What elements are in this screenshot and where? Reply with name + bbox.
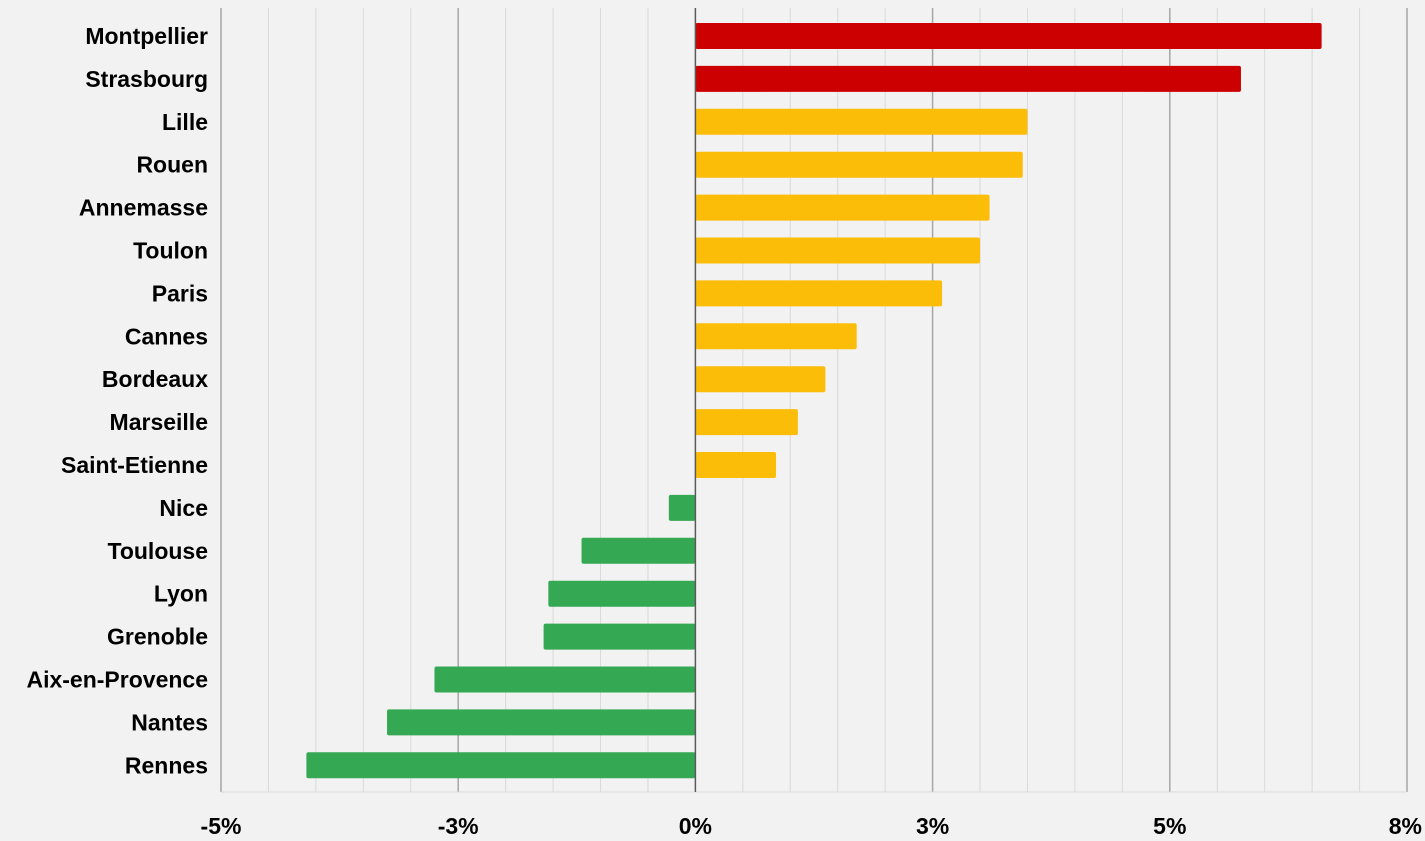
bar-toulouse	[581, 537, 696, 564]
category-label: Lille	[162, 109, 208, 135]
grid-lines	[220, 8, 1408, 793]
category-label: Strasbourg	[85, 66, 208, 92]
category-label: Rouen	[136, 152, 208, 178]
bar-rouen	[695, 151, 1023, 178]
bar-saint-etienne	[695, 452, 777, 478]
category-labels: Montpellier Strasbourg Lille Rouen Annemasse…	[26, 23, 208, 778]
bar-cannes	[695, 323, 857, 350]
bar-aix-en-provence	[434, 666, 696, 693]
x-tick-label: 0%	[679, 813, 712, 839]
category-label: Nantes	[131, 709, 208, 735]
category-label: Saint-Etienne	[61, 452, 208, 478]
category-label: Marseille	[110, 409, 208, 435]
bars	[306, 8, 1322, 792]
bar-paris	[695, 280, 943, 307]
bar-lille	[695, 108, 1028, 135]
bar-annemasse	[695, 194, 990, 221]
bar-grenoble	[543, 623, 696, 650]
category-label: Grenoble	[107, 624, 208, 650]
category-label: Montpellier	[85, 23, 208, 49]
bar-rennes	[306, 752, 696, 779]
category-label: Aix-en-Provence	[26, 667, 208, 693]
x-tick-label: 3%	[916, 813, 949, 839]
x-tick-label: 5%	[1153, 813, 1186, 839]
bar-bordeaux	[695, 366, 826, 393]
category-label: Lyon	[154, 581, 208, 607]
bar-nice	[668, 494, 696, 521]
bar-nantes	[387, 709, 696, 736]
x-tick-label: -5%	[201, 813, 242, 839]
category-label: Toulouse	[107, 538, 208, 564]
category-label: Annemasse	[79, 195, 208, 221]
bar-marseille	[695, 409, 798, 436]
bar-toulon	[695, 237, 981, 264]
bar-montpellier	[695, 23, 1322, 49]
x-tick-label: -3%	[438, 813, 479, 839]
bar-lyon	[548, 580, 696, 607]
x-axis-tick-labels: -5% -3% 0% 3% 5% 8%	[201, 813, 1422, 839]
category-label: Cannes	[125, 323, 208, 349]
x-tick-label: 8%	[1389, 813, 1422, 839]
category-label: Bordeaux	[102, 366, 208, 392]
category-label: Paris	[152, 280, 208, 306]
bar-strasbourg	[695, 65, 1241, 92]
category-label: Rennes	[125, 752, 208, 778]
category-label: Toulon	[133, 238, 208, 264]
category-label: Nice	[159, 495, 208, 521]
